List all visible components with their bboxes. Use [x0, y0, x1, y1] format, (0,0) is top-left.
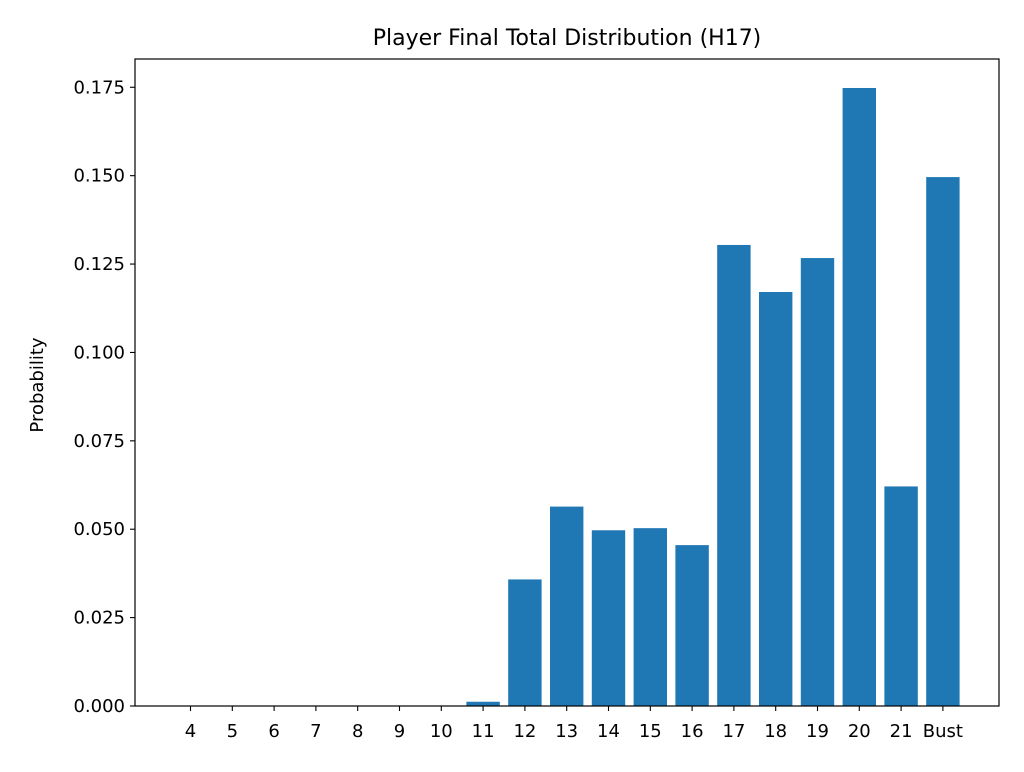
y-tick-label: 0.050 [73, 519, 125, 540]
bar-20 [842, 87, 876, 707]
x-tick-label: 11 [472, 721, 495, 742]
x-tick-label: 18 [764, 721, 787, 742]
bars [466, 87, 960, 707]
x-tick-label: 15 [639, 721, 662, 742]
bar-bust [926, 177, 960, 707]
y-tick-label: 0.000 [73, 696, 125, 717]
bar-13 [550, 506, 584, 706]
bar-17 [717, 244, 751, 706]
x-tick-label: 8 [352, 721, 363, 742]
bar-15 [633, 528, 667, 706]
x-tick-label: 12 [513, 721, 536, 742]
x-tick-label: 16 [681, 721, 704, 742]
x-tick-label: 19 [806, 721, 829, 742]
y-axis-title: Probability [27, 337, 48, 432]
x-tick-label: 10 [430, 721, 453, 742]
bar-11 [466, 701, 500, 706]
bar-12 [508, 579, 542, 706]
chart-title: Player Final Total Distribution (H17) [373, 26, 762, 51]
y-tick-label: 0.150 [73, 166, 125, 187]
x-tick-label: 14 [597, 721, 620, 742]
bar-14 [591, 530, 626, 706]
bar-19 [800, 258, 835, 706]
y-tick-label: 0.100 [73, 342, 125, 363]
y-tick-label: 0.125 [73, 254, 125, 275]
y-tick-label: 0.175 [73, 77, 125, 98]
y-tick-label: 0.025 [73, 608, 125, 629]
x-tick-label: 13 [555, 721, 578, 742]
x-tick-label: 5 [227, 721, 238, 742]
x-tick-label: 21 [890, 721, 913, 742]
bar-21 [884, 486, 918, 706]
x-axis-ticks: 4 5 6 7 8 9 10 11 12 13 14 15 16 17 18 19 20 21 Bust [185, 706, 963, 742]
x-tick-label: 20 [848, 721, 871, 742]
bar-18 [759, 291, 793, 706]
x-tick-label: Bust [923, 721, 963, 742]
y-axis-ticks: 0.000 0.025 0.050 0.075 0.100 0.125 0.150 0.175 [73, 77, 135, 717]
bar-16 [675, 545, 709, 706]
x-tick-label: 6 [268, 721, 279, 742]
x-tick-label: 9 [394, 721, 405, 742]
x-tick-label: 17 [722, 721, 745, 742]
plot-frame [134, 58, 1000, 707]
x-tick-label: 4 [185, 721, 196, 742]
y-tick-label: 0.075 [73, 431, 125, 452]
x-tick-label: 7 [310, 721, 321, 742]
